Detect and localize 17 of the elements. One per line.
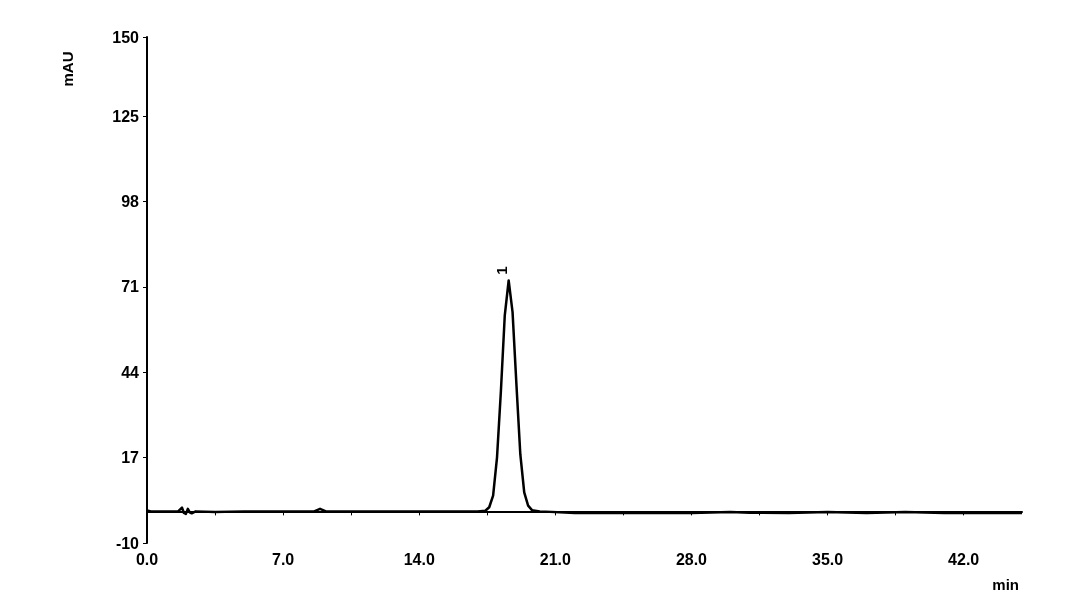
y-tick-label: 150: [112, 28, 140, 46]
x-tick-label: 35.0: [811, 550, 844, 568]
y-tick-label: 44: [121, 363, 140, 381]
annotation: 1: [492, 266, 510, 275]
y-tick-label: 71: [121, 278, 140, 296]
x-tick-label: 21.0: [539, 550, 572, 568]
x-tick-label: 0.0: [135, 550, 159, 568]
y-tick-label: 17: [121, 449, 140, 467]
y-tick-label: 98: [121, 192, 140, 210]
y-tick-label: 125: [112, 107, 140, 125]
x-tick-label: 42.0: [948, 550, 980, 568]
y-tick-label: -10: [115, 534, 140, 552]
x-tick-label: 28.0: [675, 550, 708, 568]
x-tick-label: 7.0: [271, 550, 295, 568]
y-axis-title: mAU: [58, 51, 76, 87]
x-tick-label: 14.0: [403, 550, 435, 568]
x-axis-title: min: [992, 576, 1019, 593]
